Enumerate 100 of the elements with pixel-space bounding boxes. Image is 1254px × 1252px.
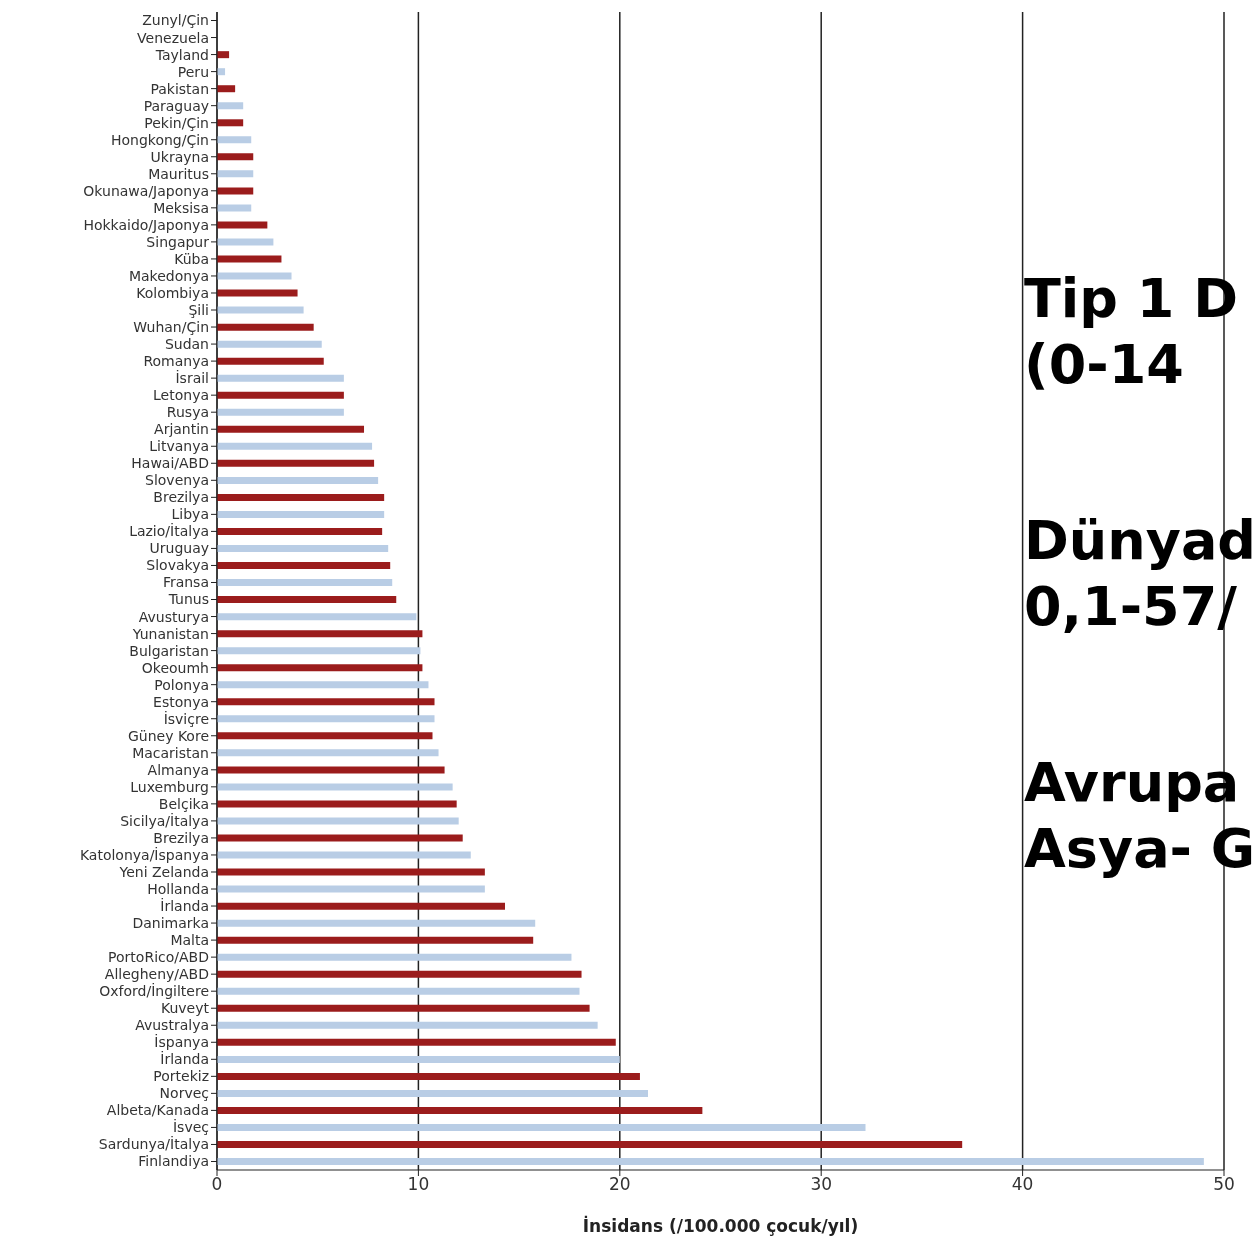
bar	[217, 902, 505, 910]
bar	[217, 221, 268, 229]
y-tick-label: Libya	[171, 506, 209, 523]
x-tick-label: 30	[810, 1174, 833, 1195]
bar	[217, 579, 393, 587]
y-tick-label: Şili	[188, 301, 209, 318]
y-tick-label: Sicilya/İtalya	[120, 811, 209, 829]
bar	[217, 51, 230, 59]
y-tick-label: Mauritus	[148, 165, 209, 182]
bar	[217, 374, 344, 382]
y-tick-label: Paraguay	[143, 97, 209, 114]
y-tick-label: Estonya	[153, 693, 209, 710]
y-tick-label: Fransa	[162, 574, 209, 591]
y-tick-label: İspanya	[154, 1033, 209, 1051]
y-tick-label: Malta	[170, 932, 209, 949]
bar	[217, 1072, 640, 1080]
y-tick-label: Bulgaristan	[129, 642, 209, 659]
bar	[217, 1038, 616, 1046]
bar	[217, 1141, 963, 1149]
bar	[217, 408, 344, 416]
y-tick-label: Avusturya	[138, 608, 209, 625]
y-tick-label: Albeta/Kanada	[106, 1102, 209, 1119]
y-tick-label: Tayland	[154, 46, 209, 63]
bar	[217, 630, 423, 638]
y-tick-label: Hollanda	[147, 880, 209, 897]
bar	[217, 1158, 1204, 1166]
y-tick-label: Sardunya/İtalya	[98, 1135, 209, 1153]
bar	[217, 800, 457, 808]
y-tick-label: Hongkong/Çin	[110, 131, 209, 148]
bar	[217, 868, 485, 876]
y-tick-label: Zunyl/Çin	[142, 12, 209, 29]
bar	[217, 493, 385, 501]
bar	[217, 153, 254, 161]
bar	[217, 783, 453, 791]
bar	[217, 545, 389, 553]
y-tick-label: Hawai/ABD	[131, 455, 209, 472]
y-tick-label: Portekiz	[153, 1068, 209, 1085]
y-tick-label: Almanya	[147, 761, 209, 778]
y-tick-label: Brezilya	[153, 829, 209, 846]
bar	[217, 613, 417, 621]
bar	[217, 698, 435, 706]
bar	[217, 425, 365, 433]
y-tick-label: Yunanistan	[131, 625, 209, 642]
y-tick-label: Okunawa/Japonya	[83, 182, 209, 199]
x-tick-label: 50	[1213, 1174, 1235, 1195]
y-tick-label: Brezilya	[153, 489, 209, 506]
y-tick-label: Hokkaido/Japonya	[83, 216, 209, 233]
bar	[217, 766, 445, 774]
y-tick-label: Rusya	[166, 404, 209, 421]
y-tick-label: Tunus	[167, 591, 209, 608]
bar	[217, 527, 383, 535]
y-tick-label: Letonya	[153, 387, 209, 404]
bar	[217, 459, 375, 467]
bar	[217, 204, 252, 212]
y-tick-label: İrlanda	[160, 897, 209, 915]
y-tick-label: Meksisa	[153, 199, 209, 216]
y-tick-label: Slovakya	[146, 557, 209, 574]
y-tick-label: Küba	[174, 250, 209, 267]
y-tick-label: Pakistan	[150, 80, 209, 97]
bar	[217, 119, 244, 127]
y-tick-label: Katolonya/İspanya	[79, 845, 209, 863]
y-tick-label: PortoRico/ABD	[108, 949, 209, 966]
bar	[217, 289, 298, 297]
bar	[217, 732, 433, 740]
bar	[217, 1089, 648, 1097]
bar	[217, 919, 536, 927]
bar	[217, 1055, 620, 1063]
y-tick-label: Pekin/Çin	[144, 114, 209, 131]
bar	[217, 238, 274, 246]
bar	[217, 442, 373, 450]
bar	[217, 187, 254, 195]
bar	[217, 272, 292, 280]
bar	[217, 664, 423, 672]
y-tick-label: Yeni Zelanda	[118, 863, 209, 880]
bar	[217, 357, 324, 365]
bar	[217, 476, 379, 484]
y-tick-label: Oxford/İngiltere	[99, 982, 209, 1000]
bar	[217, 647, 421, 655]
y-tick-label: Singapur	[146, 233, 210, 250]
y-tick-label: Luxemburg	[130, 778, 209, 795]
bar	[217, 510, 385, 518]
bar	[217, 1004, 590, 1012]
y-tick-label: İsveç	[172, 1118, 209, 1136]
bar	[217, 1124, 866, 1132]
y-tick-label: Kuveyt	[160, 1000, 210, 1017]
y-tick-label: Güney Kore	[127, 727, 209, 744]
annotation: (0-14	[1024, 332, 1185, 398]
bar	[217, 885, 485, 893]
y-tick-label: Avustralya	[135, 1017, 209, 1034]
y-tick-label: Sudan	[164, 336, 209, 353]
y-tick-label: Allegheny/ABD	[104, 966, 209, 983]
y-tick-label: Romanya	[143, 353, 209, 370]
bar	[217, 987, 580, 995]
y-tick-label: Okeoumh	[141, 659, 209, 676]
bar	[217, 851, 471, 859]
y-tick-label: Danimarka	[132, 915, 209, 932]
y-tick-label: Venezuela	[137, 29, 209, 46]
y-tick-label: Wuhan/Çin	[133, 319, 209, 336]
y-tick-label: İsrail	[175, 369, 209, 387]
x-tick-label: 20	[608, 1174, 631, 1195]
